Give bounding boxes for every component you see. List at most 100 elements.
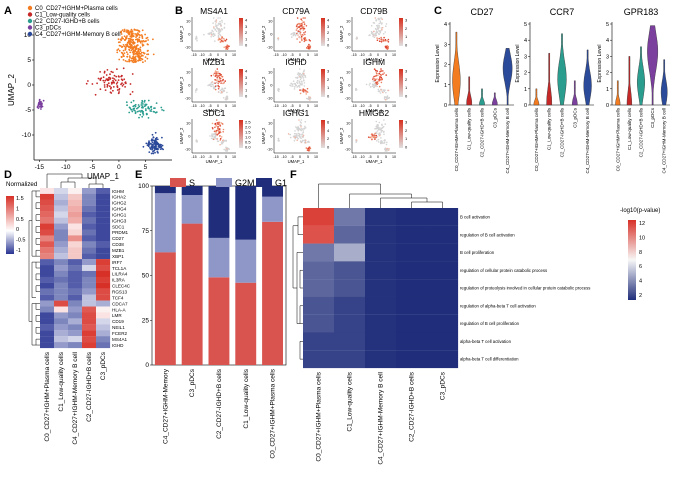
feature-y-tick: -10: [345, 96, 352, 101]
go-heatmap-cell: [396, 332, 428, 351]
go-heatmap-cell: [365, 208, 397, 226]
heatmap-cell: [82, 294, 97, 301]
heatmap-cell: [54, 276, 69, 283]
umap-point-c4: [154, 144, 157, 147]
feature-point: [217, 24, 219, 26]
feature-point: [223, 87, 226, 90]
umap-point-c0: [131, 46, 134, 49]
feature-point: [376, 130, 379, 132]
x-tick-label: 5: [144, 164, 148, 171]
feature-point: [305, 93, 308, 95]
feature-point: [302, 130, 305, 132]
heatmap-cell: [68, 336, 83, 343]
umap-point-c0: [145, 40, 148, 42]
umap-point-c0: [138, 56, 140, 59]
feature-x-tick: -10: [359, 104, 364, 108]
feature-x-tick: 5: [307, 53, 309, 57]
heatmap-cell: [96, 229, 111, 236]
feature-point: [217, 17, 219, 19]
violin-plot-cd27: CD27 0 1 2 3 4 Expression Level C0_CD27+IGHM+Pl…: [435, 7, 514, 173]
bar-y-tick-label: 75: [142, 228, 150, 235]
feature-point: [292, 80, 295, 82]
umap-point-c0: [116, 51, 119, 54]
feature-point: [373, 30, 375, 33]
umap-point-c0: [121, 29, 124, 31]
feature-point: [368, 84, 371, 86]
heatmap-cell: [54, 342, 69, 349]
feature-point: [300, 140, 302, 143]
feature-x-tick: -15: [273, 53, 278, 57]
violin-x-label: C0_CD27+IGHM+Plasma cells: [615, 107, 620, 171]
feature-point: [300, 119, 303, 121]
feature-colorbar-label: 1.0: [245, 135, 251, 140]
feature-point: [387, 148, 390, 151]
umap-point-c1: [105, 74, 108, 76]
umap-point-c0: [127, 30, 130, 33]
heatmap-cell: [82, 235, 97, 242]
feature-x-tick: 5: [385, 53, 387, 57]
feature-point: [374, 17, 377, 19]
feature-x-tick: 10: [314, 104, 318, 108]
feature-point: [277, 137, 280, 140]
feature-point: [221, 142, 223, 144]
feature-point: [305, 141, 307, 144]
umap-point-c1: [129, 93, 132, 96]
feature-point: [214, 40, 216, 42]
violin-c3: [572, 80, 578, 106]
umap-point-c2: [160, 106, 163, 109]
heatmap-cell: [96, 318, 111, 325]
violin-plot-gpr183: GPR183 0 1 2 3 4 5 Expression Level C0_CD27+IGHM…: [597, 7, 670, 173]
dendro-branch: [380, 197, 428, 208]
feature-y-tick: 0: [348, 32, 351, 37]
feature-point: [300, 33, 302, 36]
feature-point: [386, 141, 388, 144]
go-heatmap-cell: [427, 296, 459, 315]
row-dendrogram: [292, 216, 303, 360]
heatmap-cell: [40, 253, 55, 260]
violin-c2: [479, 88, 485, 106]
feature-point: [301, 22, 303, 25]
feature-point: [209, 135, 211, 137]
feature-point: [377, 128, 380, 131]
violin-x-label: C1_Low-quality cells: [467, 107, 472, 150]
feature-point: [222, 139, 224, 142]
heatmap-cell: [96, 306, 111, 313]
feature-point: [298, 127, 300, 130]
feature-point: [223, 89, 225, 91]
heatmap-cell: [40, 193, 55, 200]
heatmap-cell: [40, 276, 55, 283]
feature-x-tick: 5: [225, 155, 227, 159]
umap-point-c1: [99, 79, 102, 81]
violin-c4: [583, 49, 592, 106]
panel-letter-c: C: [434, 5, 442, 17]
feature-colorbar-label: 1: [405, 85, 408, 90]
feature-point: [355, 89, 357, 92]
go-heatmap-cell: [396, 350, 428, 369]
heatmap-cell: [82, 205, 97, 212]
feature-x-tick: 0: [377, 104, 379, 108]
umap-point-c2: [125, 101, 128, 104]
violin-y-tick-label: 5: [606, 22, 609, 28]
feature-point: [203, 33, 205, 36]
umap-point-c2: [138, 116, 140, 119]
feature-point: [208, 33, 211, 36]
feature-point: [303, 27, 306, 30]
umap-point-c0: [127, 40, 130, 42]
violin-y-tick-label: 4: [606, 38, 609, 44]
umap-point-c2: [128, 111, 131, 114]
feature-point: [388, 96, 391, 99]
feature-point: [299, 23, 302, 26]
feature-point: [380, 36, 382, 39]
feature-point: [294, 138, 297, 140]
feature-colorbar-label: 2: [405, 128, 408, 133]
feature-point: [377, 25, 379, 28]
umap-point-c0: [152, 53, 155, 56]
heatmap-cell: [40, 211, 55, 218]
go-heatmap-cell: [334, 332, 366, 351]
panel-letter-b: B: [175, 5, 183, 17]
feature-colorbar-label: 3: [405, 69, 408, 74]
umap-point-c0: [132, 39, 135, 41]
feature-point: [217, 79, 219, 81]
feature-point: [299, 76, 302, 78]
umap-point-c0: [139, 34, 142, 37]
